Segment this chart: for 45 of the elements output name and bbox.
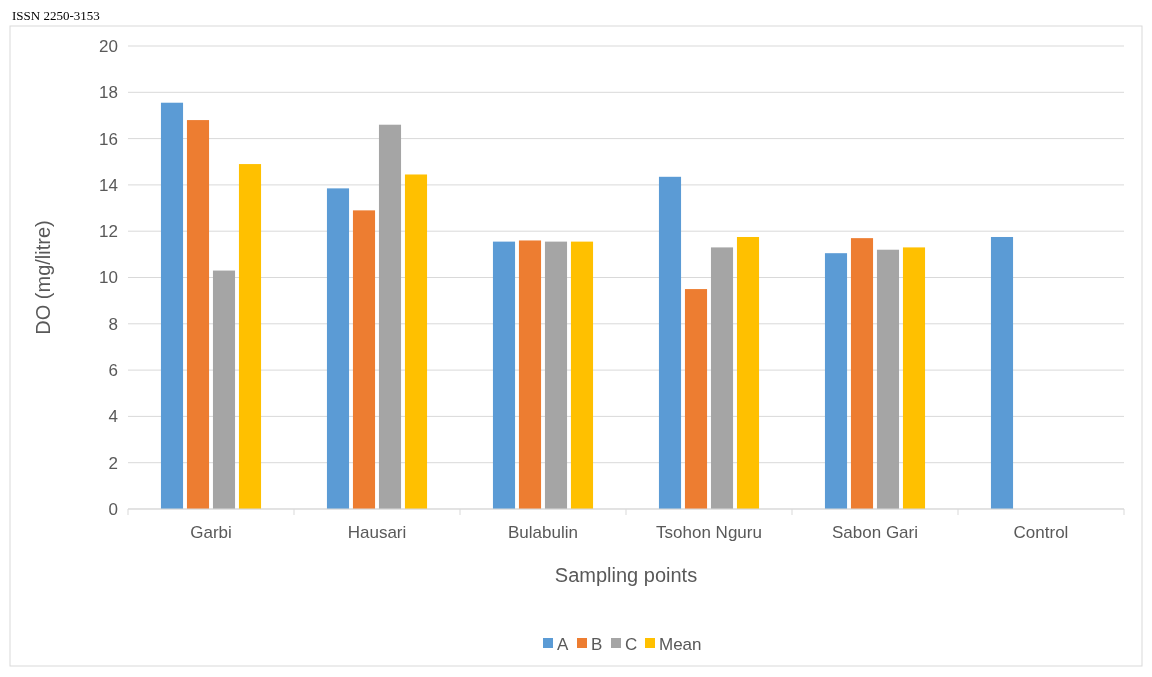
bar [404,174,428,509]
bar [238,164,262,509]
text: ISSN 2250-3153 [12,8,100,23]
y-tick-label: 10 [99,268,118,288]
x-tick-label: Tsohon Nguru [656,523,762,542]
bar [876,249,900,509]
bar [990,236,1014,509]
y-tick-label: 2 [108,453,118,473]
bar [658,176,682,509]
x-tick-label: Hausari [347,523,407,542]
y-tick-label: 12 [99,222,118,242]
y-tick-label: 14 [99,175,118,195]
bar [902,247,926,509]
bar [378,124,402,509]
y-tick-label: 4 [108,407,118,427]
legend-label: Mean [659,634,702,654]
x-tick-label: Control [1013,523,1069,542]
bar [186,120,210,509]
y-axis-title: DO (mg/litre) [32,220,54,335]
legend-label: A [557,634,569,654]
y-tick-label: 18 [99,83,118,103]
legend-label: C [625,634,638,654]
bar [518,240,542,509]
bar [850,238,874,509]
x-axis-title: Sampling points [554,564,698,586]
y-tick-label: 16 [99,129,118,149]
bar [352,210,376,509]
y-tick-label: 8 [108,314,118,334]
x-tick-label: Sabon Gari [832,523,918,542]
x-tick-label: Garbi [190,523,232,542]
bar [824,253,848,509]
y-tick-label: 6 [108,361,118,381]
bar [212,270,236,509]
bar [160,102,184,509]
bar [544,241,568,509]
bar [492,241,516,509]
y-tick-label: 0 [108,499,118,519]
x-tick-label: Bulabulin [508,523,578,542]
bar [684,289,708,509]
bar [570,241,594,509]
bar [326,188,350,509]
legend-label: B [591,634,603,654]
bar [736,236,760,509]
bar [710,247,734,509]
y-tick-label: 20 [99,36,118,56]
